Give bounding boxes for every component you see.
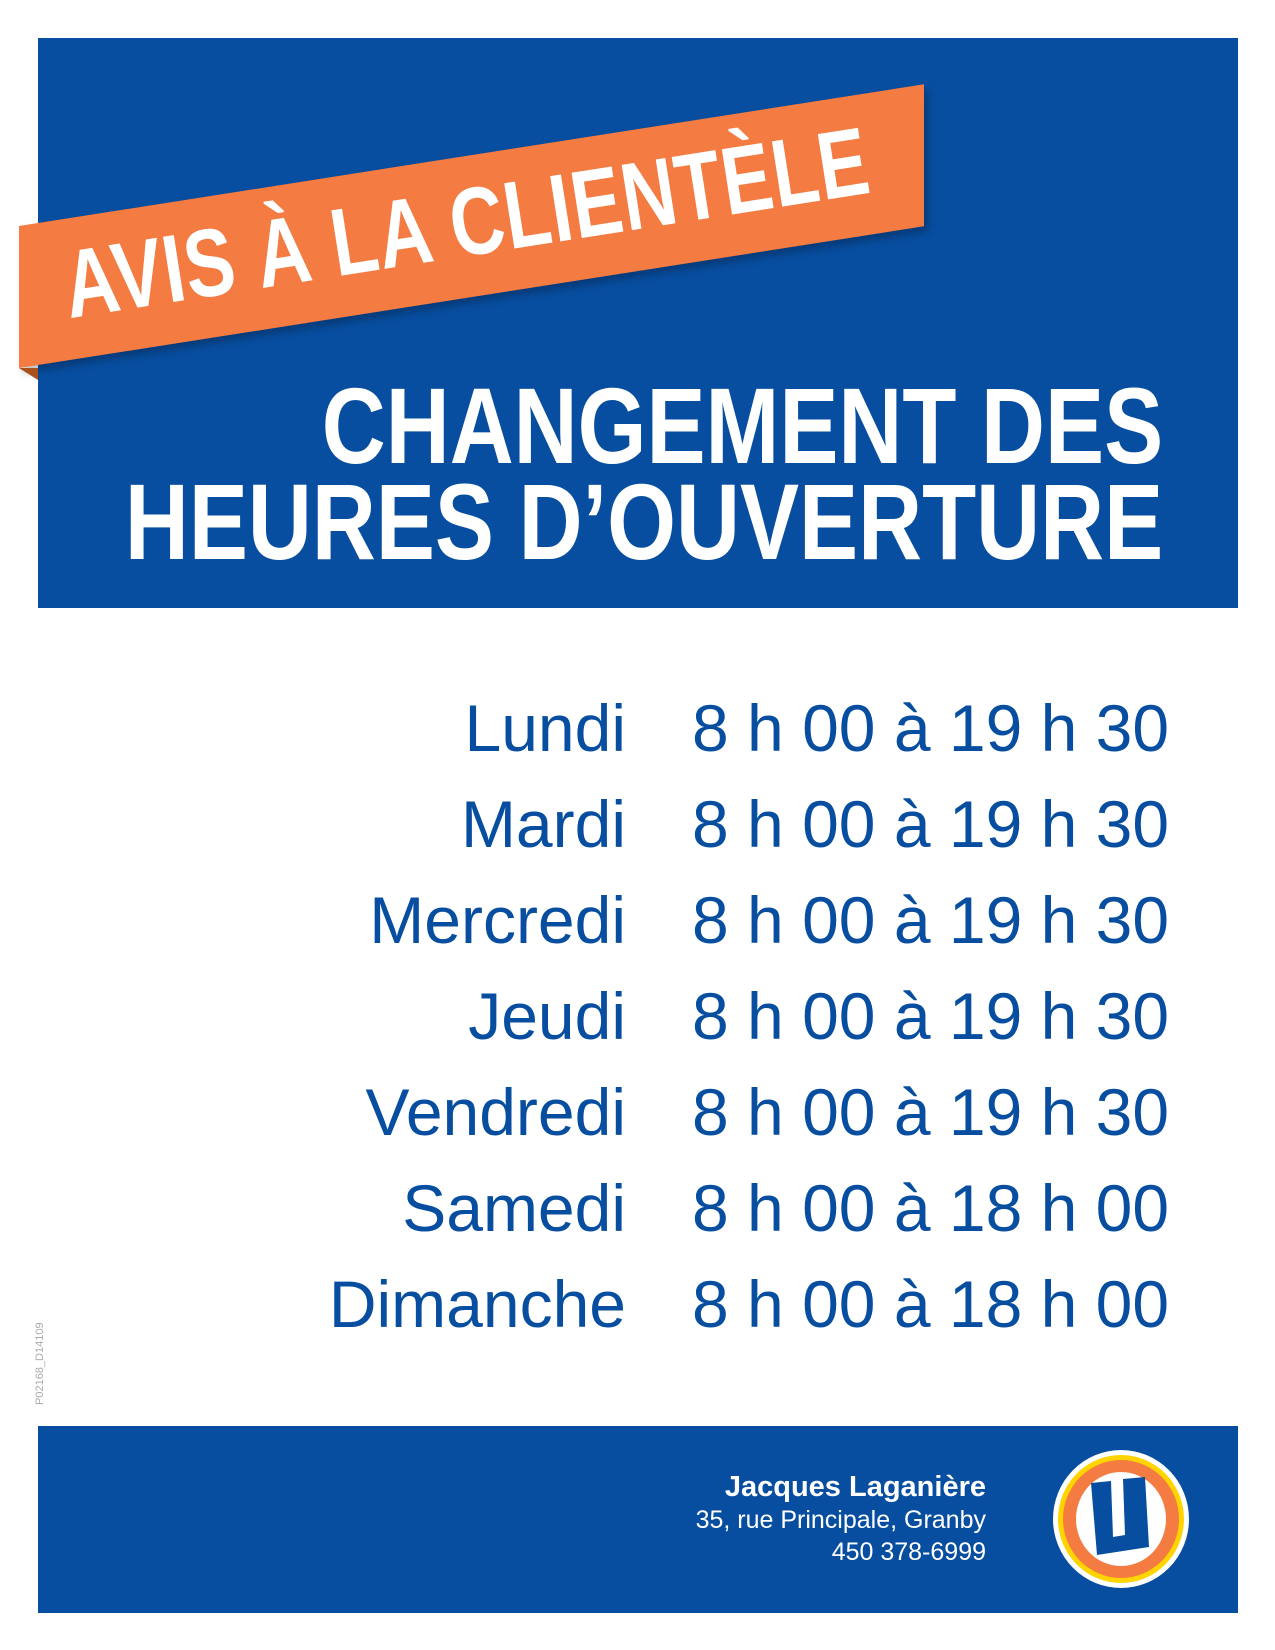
time-range: 8 h 00 à 19 h 30 <box>692 979 1170 1053</box>
hours-row: Lundi 8 h 00 à 19 h 30 <box>0 680 1275 776</box>
day-label: Samedi <box>402 1171 626 1245</box>
time-range: 8 h 00 à 19 h 30 <box>692 1075 1170 1149</box>
day-label: Dimanche <box>328 1267 626 1341</box>
time-range: 8 h 00 à 18 h 00 <box>692 1171 1170 1245</box>
time-range: 8 h 00 à 19 h 30 <box>692 883 1170 957</box>
hours-row: Jeudi 8 h 00 à 19 h 30 <box>0 968 1275 1064</box>
hours-row: Vendredi 8 h 00 à 19 h 30 <box>0 1064 1275 1160</box>
store-address: 35, rue Principale, Granby <box>695 1506 986 1534</box>
time-range: 8 h 00 à 18 h 00 <box>692 1267 1170 1341</box>
time-range: 8 h 00 à 19 h 30 <box>692 787 1170 861</box>
store-info: Jacques Laganière 35, rue Principale, Gr… <box>696 1470 986 1568</box>
document-code: P02168_D14109 <box>34 1322 46 1405</box>
ribbon-fold <box>19 368 38 380</box>
store-phone: 450 378-6999 <box>831 1538 986 1566</box>
hours-row: Dimanche 8 h 00 à 18 h 00 <box>0 1256 1275 1352</box>
hours-row: Mercredi 8 h 00 à 19 h 30 <box>0 872 1275 968</box>
day-label: Mercredi <box>369 883 626 957</box>
day-label: Jeudi <box>468 979 626 1053</box>
store-logo-icon <box>1053 1450 1189 1588</box>
title-line-1: CHANGEMENT DES <box>321 365 1163 486</box>
time-range: 8 h 00 à 19 h 30 <box>692 691 1170 765</box>
footer-panel: Jacques Laganière 35, rue Principale, Gr… <box>38 1426 1238 1613</box>
hours-table: Lundi 8 h 00 à 19 h 30 Mardi 8 h 00 à 19 h… <box>0 680 1275 1352</box>
store-name: Jacques Laganière <box>724 1471 986 1503</box>
day-label: Mardi <box>460 787 626 861</box>
day-label: Lundi <box>464 691 627 765</box>
title-line-2: HEURES D’OUVERTURE <box>124 461 1163 582</box>
hours-row: Samedi 8 h 00 à 18 h 00 <box>0 1160 1275 1256</box>
page-title: CHANGEMENT DES HEURES D’OUVERTURE <box>124 365 1163 582</box>
hours-row: Mardi 8 h 00 à 19 h 30 <box>0 776 1275 872</box>
day-label: Vendredi <box>365 1075 626 1149</box>
